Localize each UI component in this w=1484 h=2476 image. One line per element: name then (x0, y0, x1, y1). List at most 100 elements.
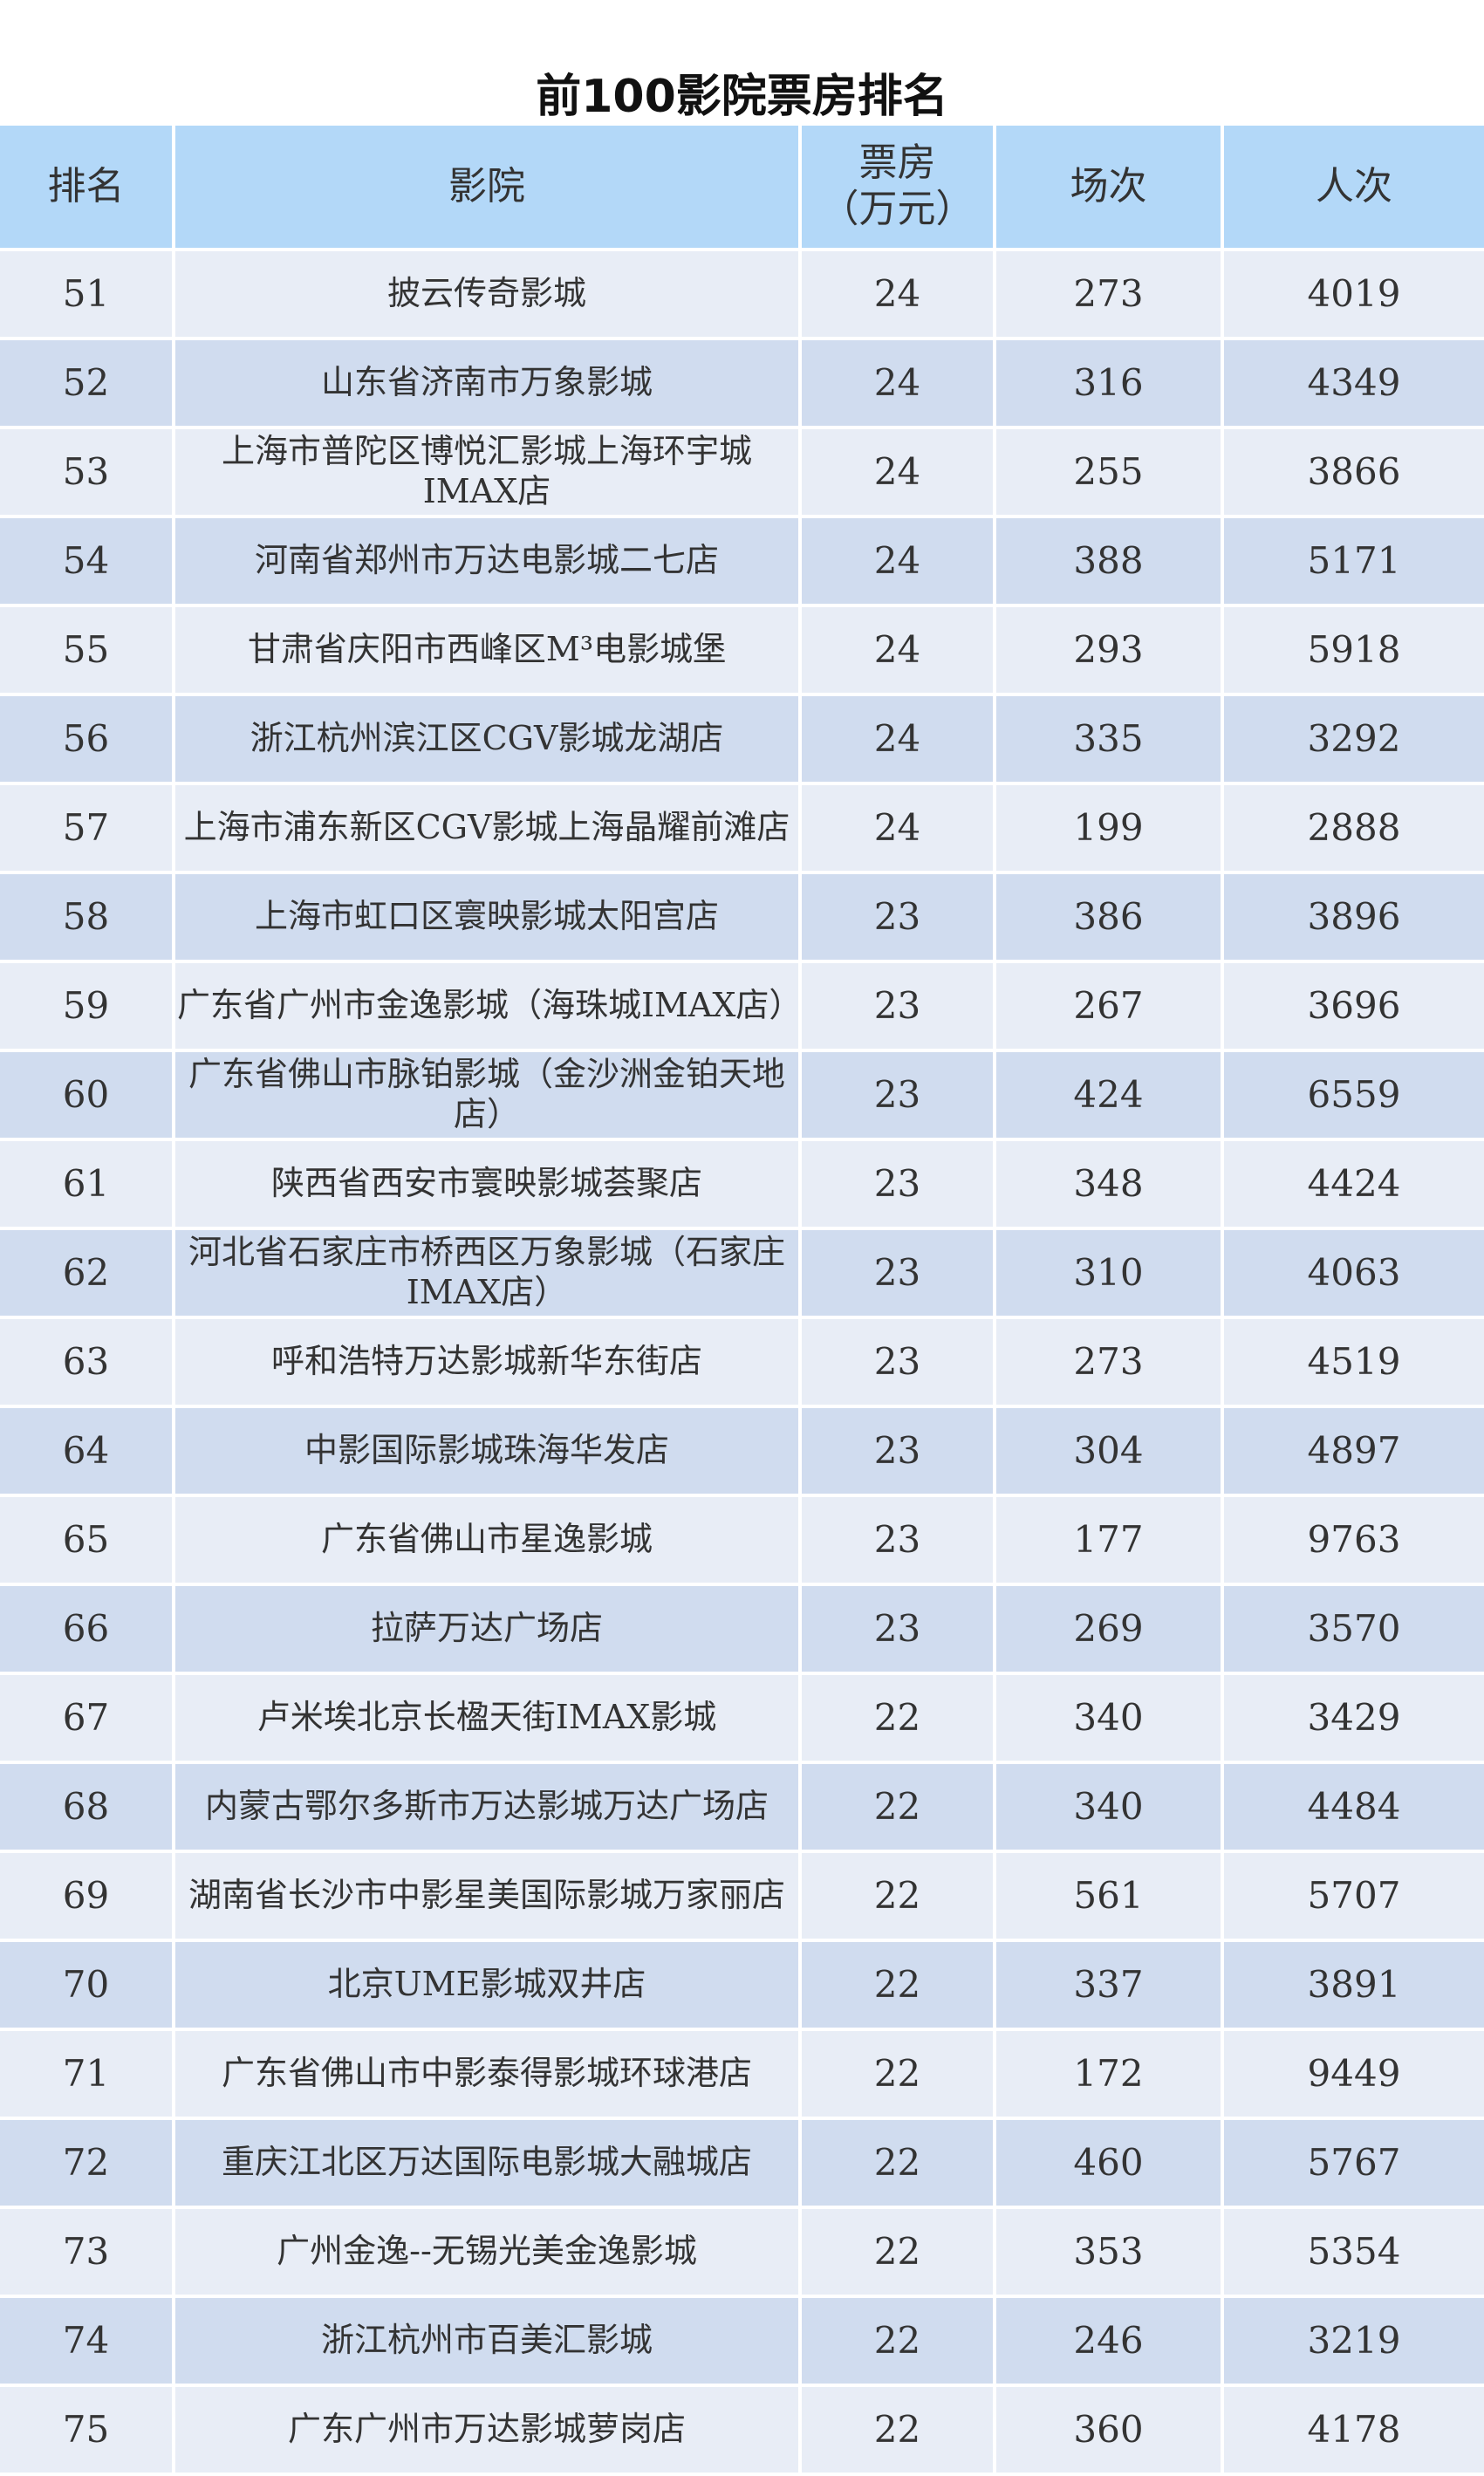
admissions-cell: 2888 (1224, 785, 1484, 871)
box-office-cell: 22 (802, 2298, 993, 2384)
admissions-cell: 5918 (1224, 607, 1484, 693)
admissions-cell: 4897 (1224, 1408, 1484, 1494)
rank-cell: 72 (0, 2120, 172, 2206)
shows-cell: 340 (996, 1764, 1221, 1850)
shows-cell: 177 (996, 1497, 1221, 1583)
table-row: 60 广东省佛山市脉铂影城（金沙洲金铂天地店） 23 424 6559 (0, 1052, 1484, 1138)
shows-cell: 335 (996, 696, 1221, 782)
shows-cell: 561 (996, 1853, 1221, 1939)
rank-cell: 67 (0, 1675, 172, 1761)
shows-cell: 304 (996, 1408, 1221, 1494)
box-office-cell: 23 (802, 1052, 993, 1138)
page-title: 前100影院票房排名 (536, 71, 948, 123)
rank-cell: 59 (0, 963, 172, 1049)
table-row: 62 河北省石家庄市桥西区万象影城（石家庄IMAX店） 23 310 4063 (0, 1230, 1484, 1316)
cinema-cell: 广东省佛山市中影泰得影城环球港店 (175, 2031, 798, 2117)
cinema-cell: 浙江杭州市百美汇影城 (175, 2298, 798, 2384)
box-office-cell: 22 (802, 1853, 993, 1939)
cinema-cell: 湖南省长沙市中影星美国际影城万家丽店 (175, 1853, 798, 1939)
rank-cell: 61 (0, 1141, 172, 1227)
shows-cell: 246 (996, 2298, 1221, 2384)
cinema-cell: 披云传奇影城 (175, 251, 798, 337)
table-row: 53 上海市普陀区博悦汇影城上海环宇城IMAX店 24 255 3866 (0, 429, 1484, 515)
shows-cell: 172 (996, 2031, 1221, 2117)
table-row: 51 披云传奇影城 24 273 4019 (0, 251, 1484, 337)
box-office-cell: 23 (802, 1408, 993, 1494)
admissions-cell: 3896 (1224, 874, 1484, 960)
table-row: 54 河南省郑州市万达电影城二七店 24 388 5171 (0, 518, 1484, 604)
admissions-cell: 3429 (1224, 1675, 1484, 1761)
cinema-cell: 上海市普陀区博悦汇影城上海环宇城IMAX店 (175, 429, 798, 515)
admissions-cell: 3292 (1224, 696, 1484, 782)
shows-cell: 310 (996, 1230, 1221, 1316)
shows-cell: 255 (996, 429, 1221, 515)
box-office-cell: 24 (802, 251, 993, 337)
box-office-cell: 23 (802, 1497, 993, 1583)
box-office-cell: 23 (802, 874, 993, 960)
header-admissions: 人次 (1224, 126, 1484, 248)
rank-cell: 74 (0, 2298, 172, 2384)
cinema-cell: 北京UME影城双井店 (175, 1942, 798, 2028)
header-box-office-line1: 票房 (858, 140, 936, 186)
shows-cell: 460 (996, 2120, 1221, 2206)
table-row: 73 广州金逸--无锡光美金逸影城 22 353 5354 (0, 2209, 1484, 2295)
shows-cell: 199 (996, 785, 1221, 871)
cinema-cell: 河北省石家庄市桥西区万象影城（石家庄IMAX店） (175, 1230, 798, 1316)
rank-cell: 65 (0, 1497, 172, 1583)
rank-cell: 70 (0, 1942, 172, 2028)
admissions-cell: 5171 (1224, 518, 1484, 604)
cinema-cell: 广东省广州市金逸影城（海珠城IMAX店） (175, 963, 798, 1049)
box-office-cell: 23 (802, 1586, 993, 1672)
box-office-cell: 23 (802, 1319, 993, 1405)
cinema-cell: 广东省佛山市脉铂影城（金沙洲金铂天地店） (175, 1052, 798, 1138)
table-row: 61 陕西省西安市寰映影城荟聚店 23 348 4424 (0, 1141, 1484, 1227)
admissions-cell: 5354 (1224, 2209, 1484, 2295)
ranking-table: 排名 影院 票房 （万元） 场次 人次 51 披云传奇影城 24 273 4019 52 山… (0, 122, 1484, 2476)
cinema-cell: 中影国际影城珠海华发店 (175, 1408, 798, 1494)
admissions-cell: 4178 (1224, 2387, 1484, 2473)
cinema-cell: 重庆江北区万达国际电影城大融城店 (175, 2120, 798, 2206)
table-row: 56 浙江杭州滨江区CGV影城龙湖店 24 335 3292 (0, 696, 1484, 782)
cinema-cell: 卢米埃北京长楹天街IMAX影城 (175, 1675, 798, 1761)
header-shows: 场次 (996, 126, 1221, 248)
header-box-office: 票房 （万元） (802, 126, 993, 248)
admissions-cell: 6559 (1224, 1052, 1484, 1138)
rank-cell: 71 (0, 2031, 172, 2117)
cinema-cell: 广东省佛山市星逸影城 (175, 1497, 798, 1583)
table-row: 52 山东省济南市万象影城 24 316 4349 (0, 340, 1484, 426)
box-office-cell: 22 (802, 1942, 993, 2028)
rank-cell: 57 (0, 785, 172, 871)
box-office-cell: 24 (802, 607, 993, 693)
rank-cell: 63 (0, 1319, 172, 1405)
rank-cell: 64 (0, 1408, 172, 1494)
shows-cell: 340 (996, 1675, 1221, 1761)
admissions-cell: 3219 (1224, 2298, 1484, 2384)
rank-cell: 52 (0, 340, 172, 426)
cinema-cell: 浙江杭州滨江区CGV影城龙湖店 (175, 696, 798, 782)
table-row: 69 湖南省长沙市中影星美国际影城万家丽店 22 561 5707 (0, 1853, 1484, 1939)
admissions-cell: 4063 (1224, 1230, 1484, 1316)
table-header-row: 排名 影院 票房 （万元） 场次 人次 (0, 126, 1484, 248)
box-office-cell: 22 (802, 2387, 993, 2473)
table-row: 71 广东省佛山市中影泰得影城环球港店 22 172 9449 (0, 2031, 1484, 2117)
box-office-cell: 22 (802, 2209, 993, 2295)
admissions-cell: 4349 (1224, 340, 1484, 426)
rank-cell: 56 (0, 696, 172, 782)
box-office-cell: 23 (802, 963, 993, 1049)
rank-cell: 66 (0, 1586, 172, 1672)
table-row: 57 上海市浦东新区CGV影城上海晶耀前滩店 24 199 2888 (0, 785, 1484, 871)
shows-cell: 353 (996, 2209, 1221, 2295)
shows-cell: 386 (996, 874, 1221, 960)
box-office-cell: 23 (802, 1141, 993, 1227)
admissions-cell: 4019 (1224, 251, 1484, 337)
admissions-cell: 4424 (1224, 1141, 1484, 1227)
cinema-cell: 河南省郑州市万达电影城二七店 (175, 518, 798, 604)
box-office-cell: 22 (802, 2031, 993, 2117)
box-office-cell: 22 (802, 1764, 993, 1850)
rank-cell: 55 (0, 607, 172, 693)
cinema-cell: 甘肃省庆阳市西峰区M³电影城堡 (175, 607, 798, 693)
rank-cell: 58 (0, 874, 172, 960)
table-row: 55 甘肃省庆阳市西峰区M³电影城堡 24 293 5918 (0, 607, 1484, 693)
box-office-cell: 24 (802, 696, 993, 782)
table-row: 64 中影国际影城珠海华发店 23 304 4897 (0, 1408, 1484, 1494)
